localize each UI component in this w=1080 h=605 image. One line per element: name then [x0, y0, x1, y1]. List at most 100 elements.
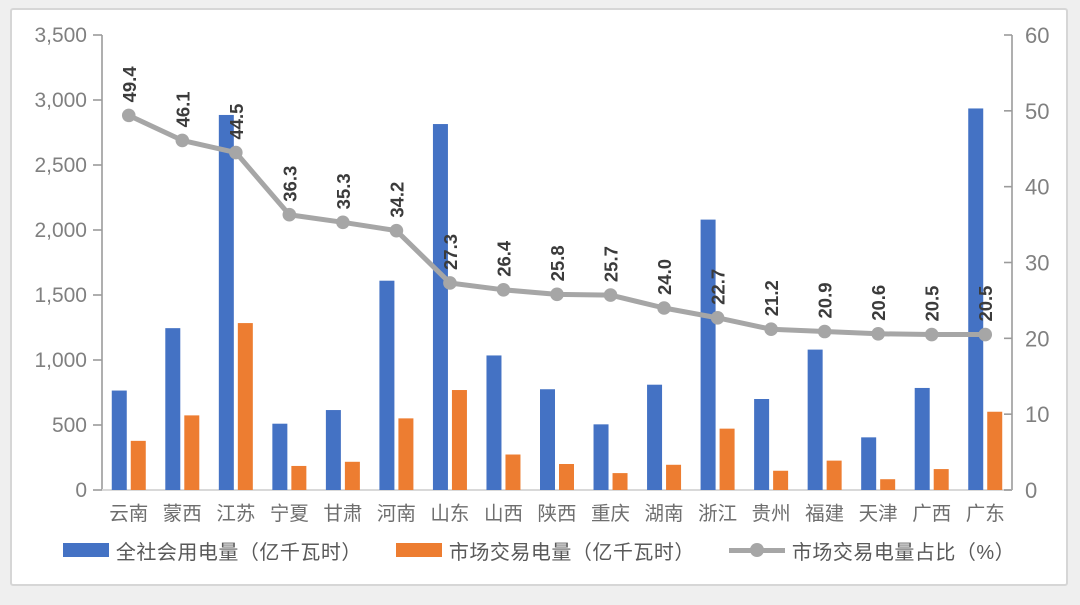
- bar: [861, 437, 877, 490]
- bar: [754, 399, 770, 490]
- category-label: 陕西: [537, 503, 576, 525]
- right-axis-tick-label: 30: [1025, 251, 1049, 276]
- right-axis-tick-label: 40: [1025, 175, 1049, 200]
- bar: [666, 464, 682, 490]
- orange-bar-swatch-icon: [395, 543, 442, 557]
- blue-bar-swatch-icon: [62, 543, 109, 557]
- data-label: 26.4: [493, 240, 514, 277]
- data-label: 44.5: [226, 104, 247, 140]
- category-label: 甘肃: [323, 503, 362, 525]
- bar: [237, 323, 253, 490]
- category-label: 湖南: [645, 503, 684, 525]
- category-label: 广西: [912, 503, 951, 525]
- left-axis-tick-label: 2,500: [34, 154, 87, 177]
- line-marker: [603, 288, 618, 302]
- bar: [344, 461, 360, 490]
- line-marker: [764, 322, 778, 337]
- line-series: [121, 108, 993, 342]
- bar: [987, 411, 1003, 490]
- line-marker: [871, 326, 885, 341]
- left-axis-tick-label: 500: [52, 414, 87, 437]
- line-marker: [389, 223, 404, 238]
- bar-series-0: [111, 108, 984, 491]
- combo-chart: 0 500 1,000 1,500 2,000 2,500 3,000 3,500 0 10 20 3…: [34, 23, 1049, 525]
- category-label: 福建: [805, 503, 844, 525]
- bar: [379, 280, 395, 490]
- bar: [700, 219, 716, 490]
- bar: [272, 423, 288, 490]
- category-label: 山东: [430, 503, 469, 525]
- category-label: 广东: [966, 503, 1005, 525]
- line-marker: [282, 207, 297, 222]
- bar: [612, 473, 628, 490]
- right-axis-tick-label: 60: [1025, 23, 1049, 48]
- bar: [933, 469, 949, 490]
- legend-label: 市场交易电量占比（%）: [791, 541, 1016, 564]
- bar: [451, 390, 467, 490]
- category-label: 天津: [859, 503, 898, 525]
- left-axis-tick-label: 3,000: [34, 89, 87, 112]
- line-marker: [336, 215, 350, 230]
- bar: [111, 390, 127, 490]
- category-label: 贵州: [752, 503, 791, 525]
- left-axis-tick-label: 0: [75, 479, 87, 502]
- bar-series-1: [130, 323, 1003, 490]
- left-axis-tick-label: 2,000: [34, 219, 87, 242]
- bar: [398, 418, 414, 490]
- line-marker: [924, 327, 939, 342]
- bar: [559, 464, 574, 490]
- line-marker: [710, 311, 725, 325]
- line-marker: [817, 324, 832, 339]
- data-label: 27.3: [440, 234, 461, 270]
- bar: [880, 479, 896, 490]
- right-axis-tick-label: 10: [1025, 402, 1049, 427]
- bar: [826, 460, 842, 490]
- bar: [647, 384, 663, 490]
- bar: [968, 108, 984, 490]
- data-label: 36.3: [279, 166, 300, 202]
- data-label: 20.9: [815, 282, 836, 318]
- bar: [325, 410, 341, 490]
- data-label: 46.1: [172, 91, 193, 127]
- bar: [432, 124, 448, 491]
- data-label: 25.8: [547, 245, 568, 281]
- data-label: 20.5: [975, 286, 996, 322]
- bar: [184, 415, 200, 490]
- data-label: 35.3: [333, 173, 354, 209]
- category-label: 山西: [484, 503, 523, 525]
- data-label: 49.4: [119, 66, 140, 103]
- data-label: 20.6: [868, 285, 889, 321]
- line-marker: [175, 133, 190, 148]
- line-marker: [229, 145, 243, 160]
- bar: [807, 349, 823, 490]
- axes: 0 500 1,000 1,500 2,000 2,500 3,000 3,500 0 10 20 3…: [34, 23, 1049, 503]
- line-marker: [443, 276, 457, 290]
- right-axis-tick-label: 0: [1025, 478, 1037, 503]
- legend-item-market-traded-volume: 市场交易电量（亿千瓦时）: [395, 536, 695, 565]
- bar: [773, 470, 789, 490]
- gray-line-marker-swatch-icon: [728, 543, 785, 557]
- bar: [486, 355, 502, 490]
- bar: [914, 387, 930, 490]
- right-axis-tick-label: 20: [1025, 326, 1049, 351]
- legend-item-market-traded-share: 市场交易电量占比（%）: [728, 536, 1016, 565]
- bar: [593, 424, 609, 490]
- bar: [505, 454, 521, 490]
- bar: [218, 114, 234, 490]
- data-label: 34.2: [386, 182, 407, 218]
- line-marker: [978, 327, 993, 342]
- category-label: 浙江: [698, 503, 737, 525]
- category-label: 蒙西: [163, 503, 202, 525]
- left-axis-tick-label: 3,500: [34, 24, 87, 47]
- line-marker: [550, 287, 564, 302]
- data-label: 21.2: [761, 280, 782, 316]
- category-label: 重庆: [591, 503, 630, 525]
- data-label: 22.7: [708, 269, 729, 305]
- legend-item-total-consumption: 全社会用电量（亿千瓦时）: [62, 536, 362, 565]
- right-axis-tick-label: 50: [1025, 99, 1049, 124]
- category-label: 江苏: [216, 503, 255, 525]
- x-axis-category-labels: 云南 蒙西 江苏 宁夏 甘肃 河南 山东 山西 陕西 重庆 湖南 浙江 贵州 福建 天津 广西 广东: [109, 503, 1004, 525]
- left-axis-tick-label: 1,000: [34, 349, 87, 372]
- line-data-labels: 49.4 46.1 44.5 36.3 35.3 34.2 27.3 26.4 25.8 25.7…: [119, 66, 996, 322]
- bar: [165, 328, 181, 490]
